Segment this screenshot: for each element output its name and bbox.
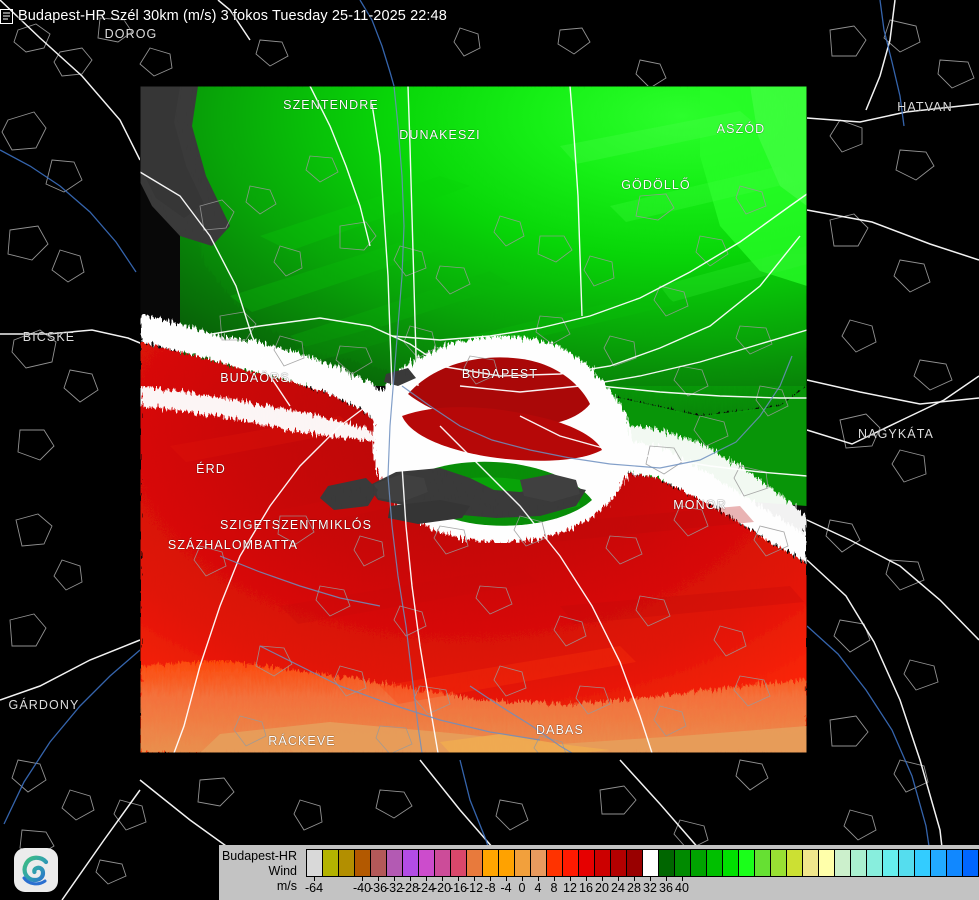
tick-mark <box>362 876 363 881</box>
colorbar-cell <box>803 850 819 876</box>
colorbar-cell <box>627 850 643 876</box>
tick-label: -24 <box>416 881 436 895</box>
colorbar-cell <box>771 850 787 876</box>
tick-mark <box>506 876 507 881</box>
colorbar-cell <box>643 850 659 876</box>
tick-mark <box>314 876 315 881</box>
tick-mark <box>634 876 635 881</box>
tick-mark <box>426 876 427 881</box>
tick-label: 12 <box>563 881 577 895</box>
colorbar-cell <box>899 850 915 876</box>
colorbar-cell <box>819 850 835 876</box>
tick-mark <box>490 876 491 881</box>
colorbar-cell <box>371 850 387 876</box>
colorbar-cell <box>355 850 371 876</box>
colorbar-cell <box>867 850 883 876</box>
colorbar-cell <box>851 850 867 876</box>
colorbar-cell <box>659 850 675 876</box>
tick-mark <box>554 876 555 881</box>
tick-label: 0 <box>518 881 526 895</box>
colorbar-cell <box>499 850 515 876</box>
page-title: Budapest-HR Szél 30km (m/s) 3 fokos Tues… <box>18 8 447 24</box>
colorbar-cell <box>483 850 499 876</box>
tick-mark <box>458 876 459 881</box>
window-icon <box>0 9 13 24</box>
legend-unit-label: m/s <box>276 879 297 893</box>
tick-mark <box>410 876 411 881</box>
legend-quantity-label: Wind <box>268 864 297 878</box>
tick-label: 16 <box>579 881 593 895</box>
colorbar-cell <box>467 850 483 876</box>
tick-label: 4 <box>534 881 542 895</box>
tick-label: -40 <box>352 881 372 895</box>
colorbar-cell <box>963 850 979 876</box>
tick-label: -64 <box>304 881 324 895</box>
tick-label: -16 <box>448 881 468 895</box>
colorbar-cell <box>835 850 851 876</box>
colorbar-cell <box>515 850 531 876</box>
tick-label: 28 <box>627 881 641 895</box>
tick-mark <box>586 876 587 881</box>
colorbar-cell <box>707 850 723 876</box>
colorbar-cell <box>691 850 707 876</box>
colorbar-cell <box>883 850 899 876</box>
colorbar-cell <box>531 850 547 876</box>
colorbar-cell <box>723 850 739 876</box>
colorbar-cell <box>611 850 627 876</box>
tick-label: -32 <box>384 881 404 895</box>
colorbar-cell <box>579 850 595 876</box>
colorbar-cell <box>323 850 339 876</box>
colorbar-cell <box>787 850 803 876</box>
colorbar-cell <box>931 850 947 876</box>
met-swirl-logo[interactable] <box>12 846 60 894</box>
colorbar-cell <box>435 850 451 876</box>
tick-label: 24 <box>611 881 625 895</box>
tick-mark <box>394 876 395 881</box>
tick-label: -20 <box>432 881 452 895</box>
tick-label: -4 <box>500 881 512 895</box>
colorbar-cell <box>595 850 611 876</box>
colorbar-cell <box>547 850 563 876</box>
tick-label: -36 <box>368 881 388 895</box>
colorbar-cell <box>675 850 691 876</box>
tick-mark <box>650 876 651 881</box>
colorbar-cell <box>947 850 963 876</box>
colorbar-cell <box>755 850 771 876</box>
colorbar-cell <box>307 850 323 876</box>
colorbar-cell <box>915 850 931 876</box>
colorbar-cell <box>563 850 579 876</box>
tick-label: 8 <box>550 881 558 895</box>
tick-mark <box>682 876 683 881</box>
legend-product-label: Budapest-HR <box>221 849 297 863</box>
colorbar-cell <box>419 850 435 876</box>
tick-mark <box>618 876 619 881</box>
tick-label: -12 <box>464 881 484 895</box>
colorbar-cell <box>339 850 355 876</box>
colorbar-cell <box>387 850 403 876</box>
tick-mark <box>442 876 443 881</box>
tick-mark <box>602 876 603 881</box>
tick-mark <box>538 876 539 881</box>
legend-caption: Budapest-HR Wind m/s <box>219 845 301 900</box>
tick-label: 36 <box>659 881 673 895</box>
tick-mark <box>474 876 475 881</box>
tick-label: -8 <box>484 881 496 895</box>
colorbar[interactable] <box>306 849 979 877</box>
tick-mark <box>666 876 667 881</box>
tick-label: -28 <box>400 881 420 895</box>
tick-label: 20 <box>595 881 609 895</box>
tick-mark <box>378 876 379 881</box>
colorbar-legend: Budapest-HR Wind m/s -64 -40 -36 -32 -28 -24-… <box>219 845 979 900</box>
colorbar-cell <box>403 850 419 876</box>
tick-label: 32 <box>643 881 657 895</box>
colorbar-cell <box>451 850 467 876</box>
tick-label: 40 <box>675 881 689 895</box>
radar-image <box>140 86 807 753</box>
colorbar-cell <box>739 850 755 876</box>
tick-mark <box>522 876 523 881</box>
colorbar-swatches <box>306 849 979 877</box>
tick-mark <box>570 876 571 881</box>
